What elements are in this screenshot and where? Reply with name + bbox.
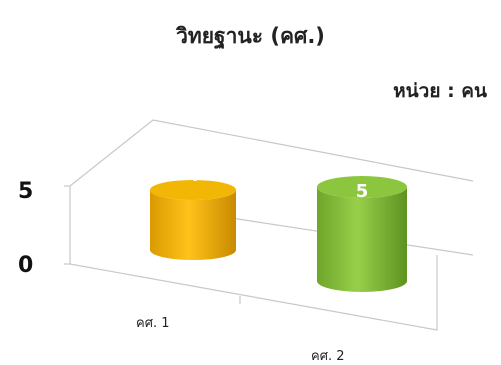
y-tick-label-5: 5: [18, 179, 33, 204]
y-tick-label-0: 0: [18, 253, 33, 278]
bar-body-2: [317, 187, 407, 292]
x-tick-label-1: คศ. 1: [136, 316, 169, 331]
labels-group: 0 5 4 คศ. 1 5 คศ. 2: [18, 165, 368, 364]
back-wall-top-edge: [69, 119, 474, 187]
unit-label: หน่วย : คน: [393, 80, 487, 102]
x-tick-label-2: คศ. 2: [311, 349, 344, 364]
data-label-2: 5: [356, 181, 369, 202]
chart-frame: [64, 119, 474, 331]
chart-title: วิทยฐานะ (คศ.): [176, 24, 325, 48]
bar-2: [317, 176, 407, 292]
floor-front-edge: [69, 255, 438, 331]
data-label-1: 4: [187, 165, 200, 186]
bar-body-1: [150, 190, 236, 260]
bar-top-2: [317, 176, 407, 198]
bar-top-1: [150, 180, 236, 200]
bar-1: [150, 180, 236, 260]
bars-group: [150, 176, 407, 292]
